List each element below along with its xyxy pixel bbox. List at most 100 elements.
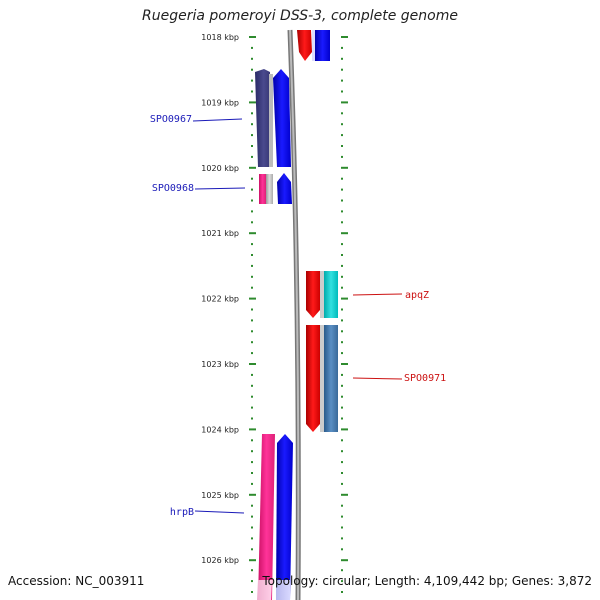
- leader-apqz: [352, 293, 403, 296]
- left-scale-ticks: [249, 36, 256, 593]
- kbp-tick-label: 1022 kbp: [201, 295, 239, 304]
- right-minor-tick: [341, 504, 343, 507]
- gene-hrpb-arrow-fade: [276, 580, 290, 600]
- accession-label: Accession: NC_003911: [8, 574, 145, 588]
- right-minor-tick: [341, 450, 343, 453]
- left-minor-tick: [251, 537, 253, 540]
- right-major-tick: [341, 36, 348, 38]
- cds-feature-top-separator: [312, 30, 315, 61]
- right-major-tick: [341, 559, 348, 562]
- right-minor-tick: [341, 210, 343, 213]
- gene-hrpb-arrow[interactable]: [276, 434, 293, 600]
- right-minor-tick: [341, 395, 343, 398]
- left-minor-tick: [251, 145, 253, 147]
- leader-spo0967: [192, 118, 243, 122]
- left-minor-tick: [251, 526, 253, 529]
- left-minor-tick: [251, 472, 253, 474]
- right-minor-tick: [341, 341, 343, 344]
- right-minor-tick: [341, 461, 343, 464]
- left-minor-tick: [251, 352, 253, 355]
- right-minor-tick: [341, 439, 343, 442]
- right-minor-tick: [341, 352, 343, 355]
- gene-hrpb-feature[interactable]: [258, 434, 275, 600]
- cds-feature-top-forward[interactable]: [297, 30, 312, 61]
- left-minor-tick: [251, 199, 253, 202]
- right-minor-tick: [341, 526, 343, 529]
- left-minor-tick: [251, 177, 253, 180]
- left-major-tick: [249, 166, 256, 169]
- gene-label-spo0967[interactable]: SPO0967: [150, 114, 192, 125]
- gene-apqz-spacer: [320, 271, 324, 318]
- left-minor-tick: [251, 112, 253, 115]
- gene-apqz-feature[interactable]: [324, 271, 338, 318]
- kbp-tick-label: 1023 kbp: [201, 360, 239, 369]
- right-minor-tick: [341, 112, 343, 115]
- gene-spo0968-spacer: [266, 174, 273, 204]
- gene-label-spo0971[interactable]: SPO0971: [404, 373, 446, 384]
- genome-backbone-highlight: [289, 29, 300, 600]
- gene-spo0967-arrow[interactable]: [273, 69, 291, 167]
- gene-spo0971-spacer: [320, 325, 324, 432]
- right-minor-tick: [341, 254, 343, 256]
- right-minor-tick: [341, 330, 343, 333]
- right-minor-tick: [341, 319, 343, 322]
- right-minor-tick: [341, 68, 343, 71]
- left-major-tick: [249, 559, 256, 562]
- left-minor-tick: [251, 439, 253, 442]
- right-minor-tick: [341, 286, 343, 289]
- gene-apqz-arrow[interactable]: [306, 271, 320, 318]
- left-minor-tick: [251, 330, 253, 333]
- left-minor-tick: [251, 515, 253, 518]
- right-minor-tick: [341, 90, 343, 93]
- kbp-tick-label: 1018 kbp: [201, 33, 239, 42]
- left-minor-tick: [251, 68, 253, 71]
- gene-spo0967-feature[interactable]: [255, 69, 272, 167]
- right-minor-tick: [341, 548, 343, 551]
- right-major-tick: [341, 101, 348, 104]
- left-minor-tick: [251, 504, 253, 507]
- left-major-tick: [249, 232, 256, 235]
- right-minor-tick: [341, 46, 343, 49]
- right-minor-tick: [341, 155, 343, 158]
- gene-hrpb-fade: [257, 580, 272, 600]
- left-minor-tick: [251, 406, 253, 409]
- leader-spo0968: [194, 187, 246, 190]
- left-major-tick: [249, 101, 256, 104]
- kbp-tick-label: 1021 kbp: [201, 229, 239, 238]
- left-minor-tick: [251, 221, 253, 224]
- gene-spo0968-arrow[interactable]: [277, 173, 292, 204]
- leader-spo0971: [352, 377, 403, 380]
- kbp-tick-label: 1019 kbp: [201, 98, 239, 107]
- leader-hrpb: [194, 510, 245, 514]
- left-minor-tick: [251, 90, 253, 93]
- left-minor-tick: [251, 46, 253, 49]
- map-title: Ruegeria pomeroyi DSS-3, complete genome: [142, 8, 458, 24]
- right-minor-tick: [341, 569, 343, 572]
- left-minor-tick: [251, 482, 253, 485]
- gene-label-apqz[interactable]: apqZ: [405, 290, 429, 301]
- gene-spo0971-arrow[interactable]: [306, 325, 320, 432]
- left-minor-tick: [251, 243, 253, 246]
- right-minor-tick: [341, 79, 343, 82]
- left-minor-tick: [251, 308, 253, 311]
- right-minor-tick: [341, 308, 343, 311]
- kbp-tick-label: 1025 kbp: [201, 491, 239, 500]
- left-major-tick: [249, 36, 256, 38]
- kbp-tick-label: 1026 kbp: [201, 556, 239, 565]
- right-minor-tick: [341, 221, 343, 224]
- right-major-tick: [341, 166, 348, 169]
- right-minor-tick: [341, 275, 343, 278]
- right-minor-tick: [341, 591, 343, 593]
- left-minor-tick: [251, 264, 253, 267]
- gene-spo0968-feature[interactable]: [259, 174, 266, 204]
- left-minor-tick: [251, 134, 253, 137]
- right-minor-tick: [341, 515, 343, 518]
- left-minor-tick: [251, 591, 253, 593]
- gene-spo0971-feature[interactable]: [324, 325, 338, 432]
- right-major-tick: [341, 428, 348, 431]
- cds-feature-top-reverse[interactable]: [315, 30, 330, 61]
- gene-label-spo0968[interactable]: SPO0968: [152, 183, 194, 194]
- gene-label-hrpb[interactable]: hrpB: [170, 507, 194, 518]
- right-minor-tick: [341, 264, 343, 267]
